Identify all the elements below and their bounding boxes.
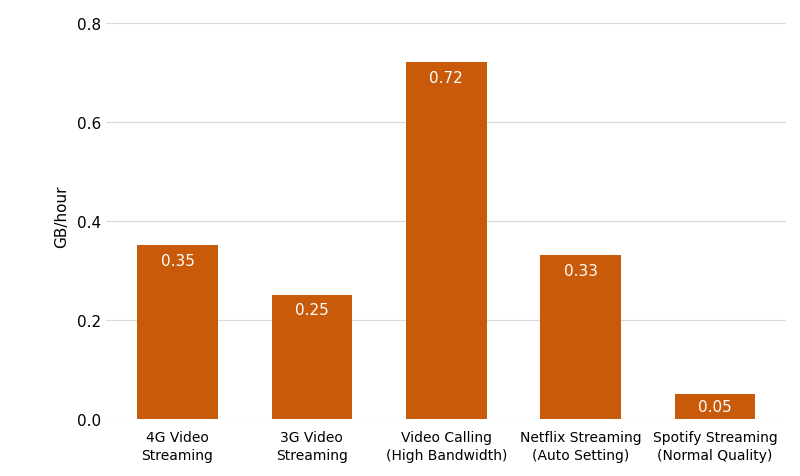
Bar [540,256,621,419]
Y-axis label: GB/hour: GB/hour [54,185,69,248]
Text: 0.33: 0.33 [563,263,598,278]
Bar [674,394,755,419]
Bar [406,63,486,419]
Text: 0.25: 0.25 [295,303,329,317]
Text: 0.72: 0.72 [430,70,463,86]
Text: 0.35: 0.35 [161,253,194,268]
Bar [138,246,218,419]
Text: 0.05: 0.05 [698,399,732,414]
Bar [271,295,352,419]
